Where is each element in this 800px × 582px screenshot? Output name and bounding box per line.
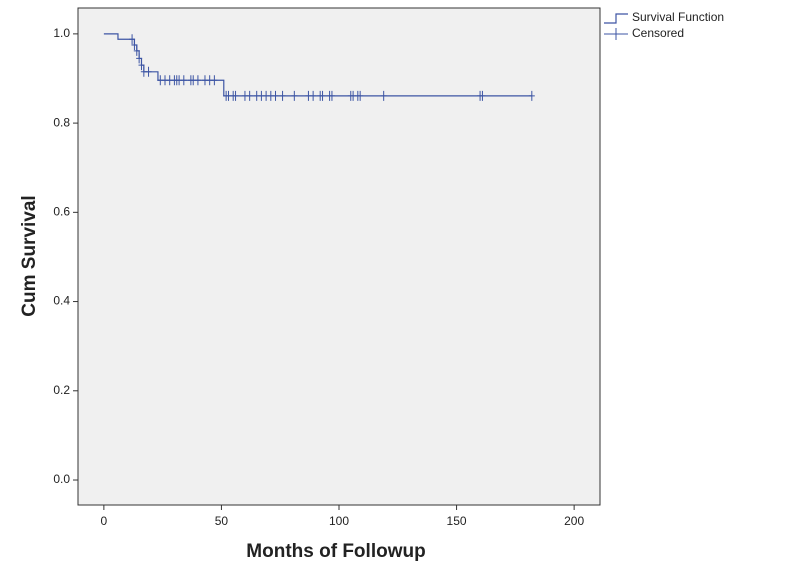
- x-tick-label: 50: [215, 514, 229, 528]
- censor-mark: [129, 34, 136, 45]
- legend-symbol: [604, 13, 628, 24]
- censor-mark: [479, 90, 486, 101]
- y-tick-label: 0.6: [53, 205, 70, 219]
- y-tick-label: 0.0: [53, 472, 70, 486]
- censor-mark: [328, 90, 335, 101]
- censor-mark: [194, 75, 201, 86]
- censor-mark: [380, 90, 387, 101]
- censor-mark: [291, 90, 298, 101]
- x-tick-label: 100: [329, 514, 349, 528]
- censor-mark: [211, 75, 218, 86]
- legend-symbol: [604, 28, 628, 40]
- legend-label: Censored: [632, 26, 684, 40]
- censor-mark: [133, 45, 140, 56]
- legend-label: Survival Function: [632, 10, 724, 24]
- censor-mark: [357, 90, 364, 101]
- y-tick-label: 1.0: [53, 26, 70, 40]
- censor-mark: [528, 90, 535, 101]
- censor-mark: [319, 90, 326, 101]
- censor-mark: [272, 90, 279, 101]
- x-tick-label: 200: [564, 514, 584, 528]
- y-tick-label: 0.4: [53, 294, 70, 308]
- censor-mark: [136, 53, 143, 64]
- x-tick-label: 0: [101, 514, 108, 528]
- censor-mark: [310, 90, 317, 101]
- censor-mark: [145, 66, 152, 77]
- y-tick-label: 0.8: [53, 115, 70, 129]
- censor-mark: [180, 75, 187, 86]
- censor-mark: [246, 90, 253, 101]
- x-axis-title: Months of Followup: [246, 541, 425, 562]
- x-tick-label: 150: [447, 514, 467, 528]
- y-axis-title: Cum Survival: [19, 195, 40, 316]
- censor-mark: [279, 90, 286, 101]
- censor-mark: [232, 90, 239, 101]
- y-tick-label: 0.2: [53, 383, 70, 397]
- plot-area: [77, 7, 601, 506]
- censor-mark: [131, 40, 138, 51]
- censor-mark: [138, 60, 145, 71]
